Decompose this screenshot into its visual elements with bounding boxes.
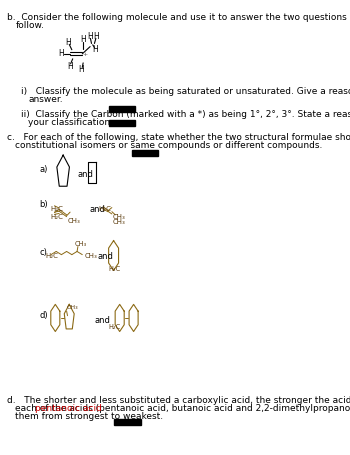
Text: b.  Consider the following molecule and use it to answer the two questions (i. a: b. Consider the following molecule and u… — [7, 13, 350, 22]
Text: your classification.: your classification. — [28, 117, 113, 126]
Text: H: H — [87, 32, 93, 40]
Text: and: and — [89, 205, 105, 214]
Text: H₂C: H₂C — [46, 253, 58, 259]
FancyBboxPatch shape — [132, 150, 158, 156]
Text: CH₃: CH₃ — [68, 217, 80, 223]
Text: answer.: answer. — [28, 95, 63, 104]
Text: constitutional isomers or same compounds or different compounds.: constitutional isomers or same compounds… — [15, 141, 323, 150]
Text: H₂C: H₂C — [50, 206, 63, 212]
FancyBboxPatch shape — [109, 120, 135, 126]
Text: H₂C: H₂C — [109, 324, 121, 330]
Text: CH₃: CH₃ — [113, 219, 125, 225]
Text: H: H — [78, 65, 84, 74]
FancyBboxPatch shape — [109, 106, 135, 112]
Text: and: and — [98, 253, 114, 261]
Text: H: H — [58, 49, 64, 58]
Text: each of the acids (pentanoic acid, butanoic acid and 2,2-dimethylpropanoic acid): each of the acids (pentanoic acid, butan… — [15, 404, 350, 413]
Text: CH₃: CH₃ — [66, 305, 78, 310]
Text: d): d) — [40, 311, 48, 320]
Text: H₂C: H₂C — [108, 266, 121, 272]
Text: CH₃: CH₃ — [75, 242, 86, 248]
Text: c.   For each of the following, state whether the two structural formulae shown : c. For each of the following, state whet… — [7, 132, 350, 142]
Text: H: H — [67, 61, 73, 71]
Text: c): c) — [40, 248, 48, 257]
Text: H: H — [65, 38, 71, 46]
Text: b): b) — [40, 200, 48, 209]
Text: H: H — [93, 32, 99, 41]
Text: CH₃: CH₃ — [85, 253, 98, 259]
Text: and: and — [94, 316, 110, 325]
Text: follow.: follow. — [15, 21, 44, 30]
Text: ii)  Classify the Carbon (marked with a *) as being 1°, 2°, 3°. State a reason f: ii) Classify the Carbon (marked with a *… — [21, 110, 350, 119]
Text: H₂C: H₂C — [50, 214, 63, 220]
Text: and: and — [77, 170, 93, 179]
Text: H: H — [80, 35, 86, 44]
Text: them from strongest to weakest.: them from strongest to weakest. — [15, 412, 163, 421]
Text: a): a) — [40, 165, 48, 174]
FancyBboxPatch shape — [114, 419, 141, 425]
Text: H: H — [92, 46, 98, 54]
Text: d.   The shorter and less substituted a carboxylic acid, the stronger the acid. : d. The shorter and less substituted a ca… — [7, 396, 350, 405]
Text: +: + — [82, 52, 88, 57]
Text: H₂C: H₂C — [99, 206, 112, 212]
Text: CH₃: CH₃ — [113, 214, 125, 220]
Text: pentanoic acid: pentanoic acid — [35, 404, 102, 413]
Text: i)   Classify the molecule as being saturated or unsaturated. Give a reason for : i) Classify the molecule as being satura… — [21, 87, 350, 96]
